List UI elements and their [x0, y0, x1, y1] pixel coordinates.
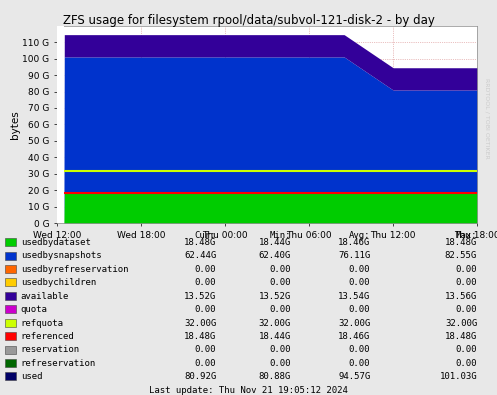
Text: Avg:: Avg:	[349, 231, 370, 240]
Text: 0.00: 0.00	[269, 359, 291, 368]
Text: 32.00G: 32.00G	[184, 319, 216, 327]
Text: 18.46G: 18.46G	[338, 238, 370, 247]
Text: 0.00: 0.00	[269, 305, 291, 314]
Text: 0.00: 0.00	[269, 278, 291, 287]
Text: 0.00: 0.00	[269, 265, 291, 274]
Text: 0.00: 0.00	[195, 359, 216, 368]
Text: Max:: Max:	[456, 231, 477, 240]
Text: 0.00: 0.00	[456, 305, 477, 314]
Text: used: used	[21, 372, 42, 381]
Text: 62.40G: 62.40G	[258, 252, 291, 260]
Text: 13.54G: 13.54G	[338, 292, 370, 301]
Text: 94.57G: 94.57G	[338, 372, 370, 381]
Text: 80.88G: 80.88G	[258, 372, 291, 381]
Text: 13.56G: 13.56G	[445, 292, 477, 301]
Text: 0.00: 0.00	[349, 359, 370, 368]
Text: 18.48G: 18.48G	[184, 332, 216, 341]
Text: usedbysnapshots: usedbysnapshots	[21, 252, 101, 260]
Text: 18.48G: 18.48G	[445, 332, 477, 341]
Text: 0.00: 0.00	[349, 305, 370, 314]
Text: RRDTOOL / TOBI OETIKER: RRDTOOL / TOBI OETIKER	[485, 78, 490, 159]
Text: ZFS usage for filesystem rpool/data/subvol-121-disk-2 - by day: ZFS usage for filesystem rpool/data/subv…	[63, 14, 434, 27]
Text: refreservation: refreservation	[21, 359, 96, 368]
Text: 32.00G: 32.00G	[445, 319, 477, 327]
Text: 0.00: 0.00	[456, 265, 477, 274]
Text: 0.00: 0.00	[456, 278, 477, 287]
Text: 18.48G: 18.48G	[445, 238, 477, 247]
Text: 0.00: 0.00	[456, 359, 477, 368]
Y-axis label: bytes: bytes	[9, 110, 19, 139]
Text: quota: quota	[21, 305, 48, 314]
Text: Cur:: Cur:	[195, 231, 216, 240]
Text: 32.00G: 32.00G	[338, 319, 370, 327]
Text: 18.44G: 18.44G	[258, 238, 291, 247]
Text: 0.00: 0.00	[349, 265, 370, 274]
Text: 0.00: 0.00	[349, 278, 370, 287]
Text: reservation: reservation	[21, 346, 80, 354]
Text: 13.52G: 13.52G	[258, 292, 291, 301]
Text: 62.44G: 62.44G	[184, 252, 216, 260]
Text: Min:: Min:	[269, 231, 291, 240]
Text: 13.52G: 13.52G	[184, 292, 216, 301]
Text: usedbydataset: usedbydataset	[21, 238, 91, 247]
Text: 0.00: 0.00	[349, 346, 370, 354]
Text: 18.46G: 18.46G	[338, 332, 370, 341]
Text: 32.00G: 32.00G	[258, 319, 291, 327]
Text: 18.44G: 18.44G	[258, 332, 291, 341]
Text: usedbyrefreservation: usedbyrefreservation	[21, 265, 128, 274]
Bar	[57, 26, 64, 223]
Text: 101.03G: 101.03G	[439, 372, 477, 381]
Text: 0.00: 0.00	[269, 346, 291, 354]
Text: available: available	[21, 292, 69, 301]
Text: referenced: referenced	[21, 332, 75, 341]
Text: Last update: Thu Nov 21 19:05:12 2024: Last update: Thu Nov 21 19:05:12 2024	[149, 386, 348, 395]
Text: 0.00: 0.00	[195, 305, 216, 314]
Text: 0.00: 0.00	[195, 265, 216, 274]
Text: refquota: refquota	[21, 319, 64, 327]
Text: 0.00: 0.00	[195, 278, 216, 287]
Text: 0.00: 0.00	[456, 346, 477, 354]
Text: 82.55G: 82.55G	[445, 252, 477, 260]
Text: usedbychildren: usedbychildren	[21, 278, 96, 287]
Text: 18.48G: 18.48G	[184, 238, 216, 247]
Text: 80.92G: 80.92G	[184, 372, 216, 381]
Text: 76.11G: 76.11G	[338, 252, 370, 260]
Text: 0.00: 0.00	[195, 346, 216, 354]
